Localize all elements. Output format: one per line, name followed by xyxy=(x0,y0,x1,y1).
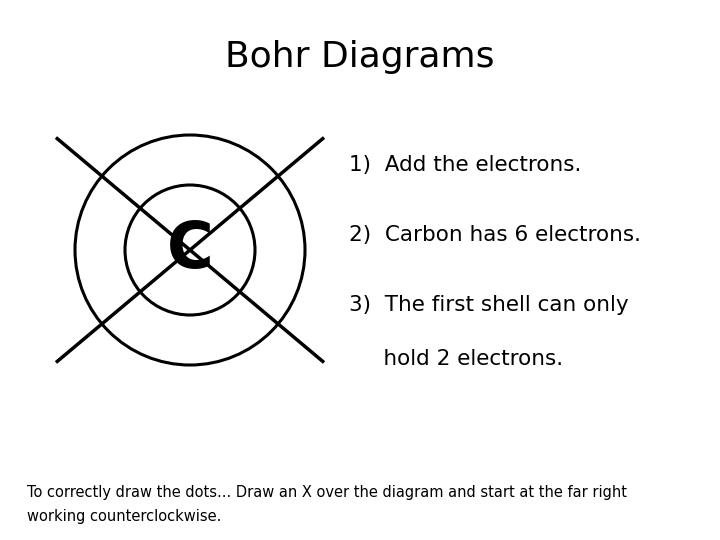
Text: Bohr Diagrams: Bohr Diagrams xyxy=(225,40,495,73)
Text: 1)  Add the electrons.: 1) Add the electrons. xyxy=(349,154,582,175)
Text: hold 2 electrons.: hold 2 electrons. xyxy=(349,349,563,369)
Text: 3)  The first shell can only: 3) The first shell can only xyxy=(349,295,629,315)
Text: C: C xyxy=(166,219,213,281)
Text: 2)  Carbon has 6 electrons.: 2) Carbon has 6 electrons. xyxy=(349,225,642,245)
Text: working counterclockwise.: working counterclockwise. xyxy=(27,509,222,524)
Text: To correctly draw the dots... Draw an X over the diagram and start at the far ri: To correctly draw the dots... Draw an X … xyxy=(27,485,627,500)
